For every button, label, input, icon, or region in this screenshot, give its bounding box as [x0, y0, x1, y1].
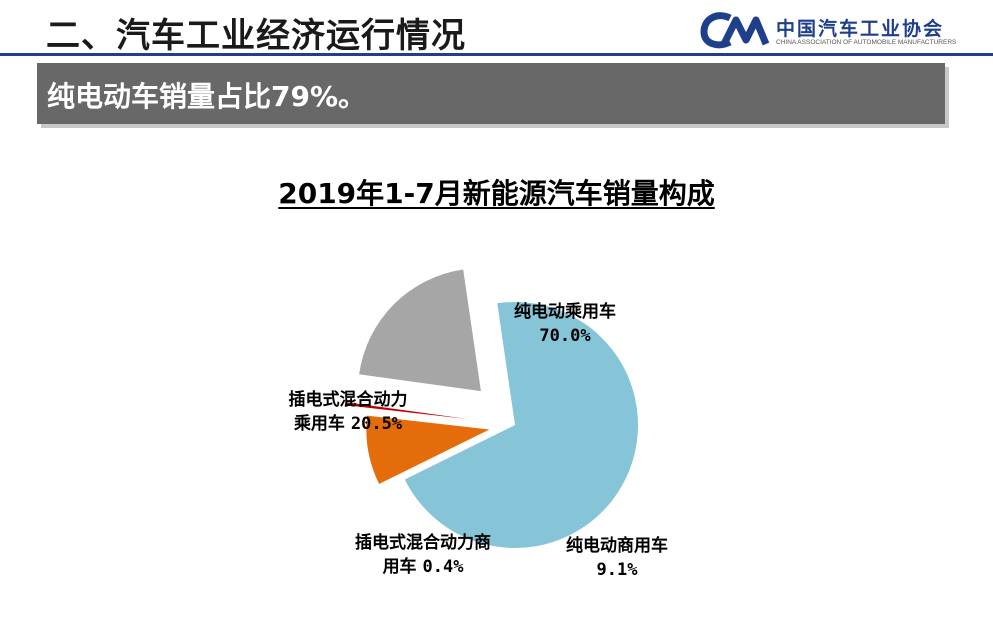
header-divider [0, 53, 993, 56]
association-logo: 中国汽车工业协会 CHINA ASSOCIATION OF AUTOMOBILE… [700, 10, 960, 50]
slice-bev-passenger [404, 302, 638, 548]
banner-text: 纯电动车销量占比79%。 [47, 80, 367, 113]
caam-logo-icon [700, 12, 770, 49]
slice-phev-passenger [359, 269, 481, 392]
logo-name-cn: 中国汽车工业协会 [776, 18, 945, 40]
slice-phev-commercial [345, 402, 468, 420]
slice-bev-commercial [366, 415, 490, 484]
label-bev-commercial: 纯电动商用车 9.1% [566, 536, 668, 580]
chart-title: 2019年1-7月新能源汽车销量构成 [278, 177, 715, 210]
label-phev-commercial: 插电式混合动力商 用车 0.4% [355, 533, 491, 577]
summary-banner: 纯电动车销量占比79%。 [37, 63, 945, 124]
page-title: 二、汽车工业经济运行情况 [46, 16, 466, 56]
label-bev-passenger: 纯电动乘用车 70.0% [514, 302, 616, 346]
logo-name-en: CHINA ASSOCIATION OF AUTOMOBILE MANUFACT… [776, 39, 957, 46]
label-phev-passenger: 插电式混合动力 乘用车 20.5% [288, 390, 408, 434]
